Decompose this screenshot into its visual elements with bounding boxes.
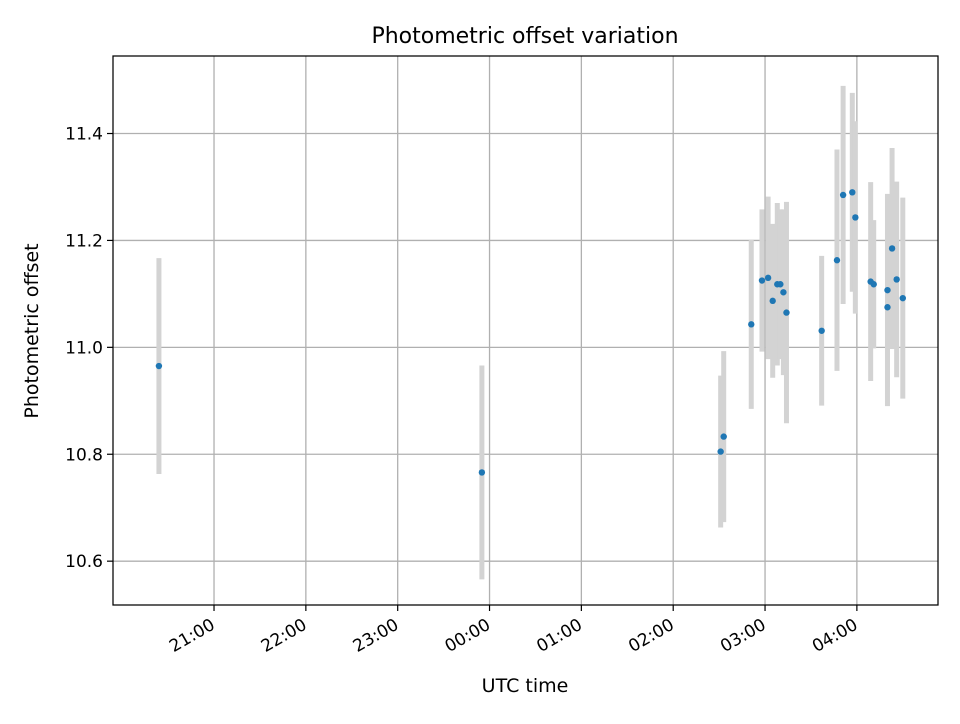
data-point	[893, 276, 900, 283]
chart-title: Photometric offset variation	[371, 24, 678, 49]
y-axis-ticks: 10.6 10.8 11.0 11.2 11.4	[65, 125, 113, 572]
data-point	[899, 294, 906, 302]
data-point	[769, 297, 776, 305]
y-axis-label: Photometric offset	[21, 243, 43, 418]
y-tick-label: 11.2	[65, 231, 103, 251]
data-point	[884, 304, 891, 311]
data-point	[780, 289, 787, 296]
data-point	[720, 433, 727, 440]
data-point	[155, 362, 163, 370]
data-point	[833, 257, 841, 264]
data-point	[884, 286, 891, 294]
data-point	[888, 245, 896, 252]
data-point	[478, 469, 486, 476]
data-point	[777, 281, 784, 288]
y-tick-label: 10.8	[65, 445, 103, 465]
data-point	[849, 189, 856, 196]
data-point	[870, 281, 877, 288]
y-tick-label: 11.0	[65, 338, 103, 358]
grid	[113, 56, 938, 605]
data-point	[717, 448, 724, 455]
data-points	[155, 189, 906, 476]
plot-frame	[112, 55, 939, 606]
data-point	[764, 274, 772, 282]
data-point	[758, 277, 766, 284]
data-point	[818, 327, 825, 334]
data-point	[783, 309, 790, 316]
data-point	[852, 214, 859, 221]
data-point	[839, 191, 847, 199]
y-tick-label: 10.6	[65, 552, 103, 572]
y-tick-label: 11.4	[65, 125, 103, 145]
data-point	[748, 321, 755, 328]
x-axis-label: UTC time	[482, 675, 569, 697]
